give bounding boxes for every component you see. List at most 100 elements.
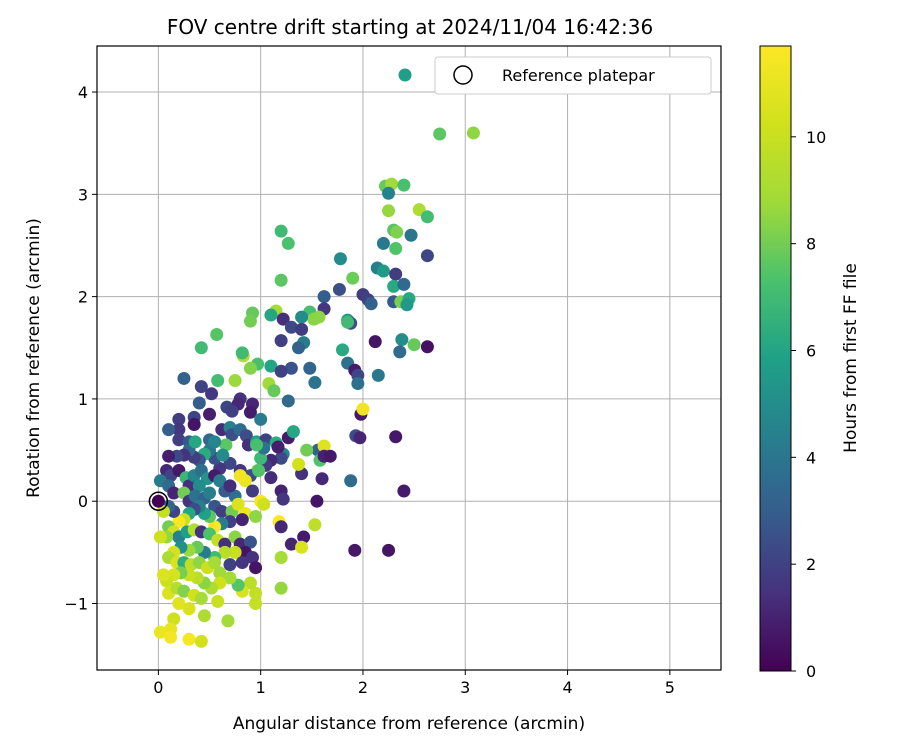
colorbar-tick-label: 0 xyxy=(806,662,816,681)
data-point xyxy=(177,584,191,598)
data-point xyxy=(284,361,298,375)
y-tick-label: 1 xyxy=(78,390,88,409)
data-point xyxy=(284,320,298,334)
data-point xyxy=(221,614,235,628)
data-point xyxy=(317,290,331,304)
data-point xyxy=(274,364,288,378)
data-point xyxy=(276,492,290,506)
data-point xyxy=(420,340,434,354)
data-point xyxy=(216,448,230,462)
data-point xyxy=(348,543,362,557)
data-point xyxy=(295,310,309,324)
data-point xyxy=(300,443,314,457)
colorbar: 0 2 4 6 8 10 Hours from first FF file xyxy=(759,45,861,681)
data-point xyxy=(218,545,232,559)
data-point xyxy=(156,504,170,518)
data-point xyxy=(205,387,219,401)
data-point xyxy=(323,449,337,463)
data-point xyxy=(254,451,268,465)
data-point xyxy=(203,486,217,500)
data-point xyxy=(382,186,396,200)
data-point xyxy=(213,474,227,488)
reference-dot xyxy=(151,494,165,508)
data-point xyxy=(213,566,227,580)
data-point xyxy=(346,271,360,285)
data-point xyxy=(376,236,390,250)
grid xyxy=(97,46,721,670)
plot-frame xyxy=(96,45,722,671)
x-tick-label: 4 xyxy=(562,678,572,697)
colorbar-label: Hours from first FF file xyxy=(841,263,861,453)
data-point xyxy=(297,530,311,544)
data-point xyxy=(223,558,237,572)
data-point xyxy=(243,314,257,328)
data-point xyxy=(274,224,288,238)
data-point xyxy=(274,451,288,465)
data-point xyxy=(382,204,396,218)
legend: Reference platepar xyxy=(398,56,712,95)
data-point xyxy=(245,484,259,498)
data-point xyxy=(376,264,390,278)
data-point xyxy=(182,602,196,616)
data-point xyxy=(167,612,181,626)
data-point xyxy=(257,497,271,511)
data-point xyxy=(292,341,306,355)
data-point xyxy=(192,479,206,493)
data-point xyxy=(292,457,306,471)
data-point xyxy=(393,345,407,359)
data-point xyxy=(153,625,167,639)
data-point xyxy=(153,530,167,544)
x-axis-label: Angular distance from reference (arcmin) xyxy=(233,714,585,734)
data-point xyxy=(197,609,211,623)
data-point xyxy=(466,126,480,140)
data-point xyxy=(397,277,411,291)
data-point xyxy=(336,343,350,357)
data-point xyxy=(156,568,170,582)
y-tick-label: −1 xyxy=(64,595,88,614)
data-point xyxy=(295,322,309,336)
data-point xyxy=(235,556,249,570)
colorbar-tick-label: 4 xyxy=(806,448,816,467)
data-point xyxy=(303,361,317,375)
y-tick-label: 4 xyxy=(78,83,88,102)
data-point xyxy=(187,417,201,431)
y-tick-label: 3 xyxy=(78,185,88,204)
data-point xyxy=(210,327,224,341)
data-point xyxy=(223,479,237,493)
legend-series-marker xyxy=(398,68,412,82)
data-point xyxy=(274,550,288,564)
colorbar-gradient xyxy=(759,45,792,672)
data-point xyxy=(243,361,257,375)
data-point xyxy=(249,510,263,524)
data-point xyxy=(371,368,385,382)
data-point xyxy=(420,210,434,224)
data-point xyxy=(333,252,347,266)
data-point xyxy=(172,423,186,437)
data-point xyxy=(243,405,257,419)
data-point xyxy=(177,371,191,385)
data-point xyxy=(249,597,263,611)
colorbar-tick-label: 2 xyxy=(806,555,816,574)
data-point xyxy=(194,341,208,355)
data-points xyxy=(153,126,480,648)
data-point xyxy=(407,338,421,352)
data-point xyxy=(235,513,249,527)
data-point xyxy=(228,374,242,388)
data-point xyxy=(233,469,247,483)
colorbar-tick-label: 10 xyxy=(806,128,826,147)
data-point xyxy=(433,127,447,141)
y-axis-ticks: −1 0 1 2 3 4 xyxy=(64,83,97,614)
reference-point xyxy=(148,491,169,511)
data-point xyxy=(281,394,295,408)
data-point xyxy=(219,438,233,452)
data-point xyxy=(243,576,257,590)
data-point xyxy=(172,515,186,529)
data-point xyxy=(252,464,266,478)
data-point xyxy=(228,545,242,559)
data-point xyxy=(308,518,322,532)
data-point xyxy=(188,435,202,449)
data-point xyxy=(308,376,322,390)
data-point xyxy=(249,561,263,575)
data-point xyxy=(208,556,222,570)
